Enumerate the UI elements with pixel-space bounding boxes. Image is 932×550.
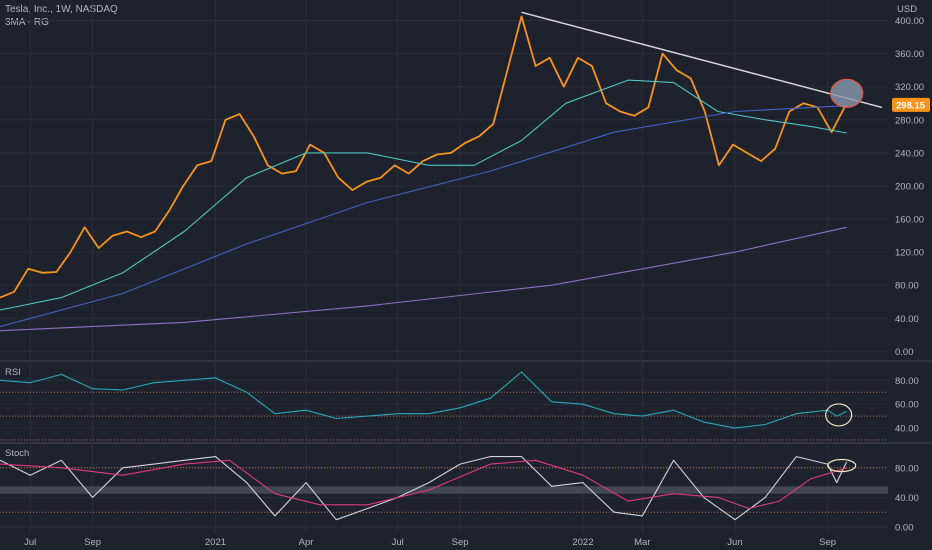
y-tick-label: 0.00 [895, 523, 914, 534]
annotation-ellipse [825, 403, 853, 427]
x-tick-label: Sep [452, 537, 469, 548]
indicator-title: 3MA - RG [5, 17, 49, 28]
panel-title-stoch: Stoch [5, 448, 29, 459]
x-tick-label: Sep [819, 537, 836, 548]
x-tick-label: Jun [727, 537, 742, 548]
chart-symbol-title: Tesla, Inc., 1W, NASDAQ [5, 4, 118, 15]
rsi-line [0, 371, 847, 429]
moving-average-slow-line [0, 226, 847, 332]
x-tick-label: Mar [634, 537, 650, 548]
y-tick-label: 320.00 [895, 82, 924, 93]
y-tick-label: 240.00 [895, 148, 924, 159]
moving-average-mid-line [0, 105, 847, 328]
y-tick-label: 40.00 [895, 493, 919, 504]
y-tick-label: 360.00 [895, 49, 924, 60]
price-line [0, 15, 847, 299]
y-tick-label: 0.00 [895, 347, 914, 358]
panel-title-rsi: RSI [5, 367, 21, 378]
x-tick-label: 2021 [205, 537, 226, 548]
y-tick-label: 40.00 [895, 314, 919, 325]
stoch-band [0, 486, 888, 494]
y-tick-label: 400.00 [895, 16, 924, 27]
x-tick-label: Jul [392, 537, 404, 548]
x-tick-label: Jul [24, 537, 36, 548]
y-tick-label: 60.00 [895, 400, 919, 411]
stoch-d-line [0, 459, 847, 510]
current-price-tag [892, 97, 930, 112]
y-tick-label: 160.00 [895, 215, 924, 226]
y-tick-label: 40.00 [895, 424, 919, 435]
y-tick-label: 80.00 [895, 376, 919, 387]
x-tick-label: Apr [299, 537, 314, 548]
y-tick-label: 80.00 [895, 281, 919, 292]
x-tick-label: 2022 [572, 537, 593, 548]
annotation-ellipse [827, 458, 857, 473]
x-tick-label: Sep [84, 537, 101, 548]
moving-average-fast-line [0, 79, 847, 311]
y-tick-label: 80.00 [895, 463, 919, 474]
y-tick-label: 200.00 [895, 181, 924, 192]
current-price-label: 298.15 [896, 100, 926, 111]
stoch-k-line [0, 456, 848, 521]
y-tick-label: 120.00 [895, 248, 924, 259]
highlight-ellipse [830, 78, 864, 108]
currency-label: USD [897, 4, 917, 15]
trendline-line [521, 11, 883, 109]
y-tick-label: 280.00 [895, 115, 924, 126]
